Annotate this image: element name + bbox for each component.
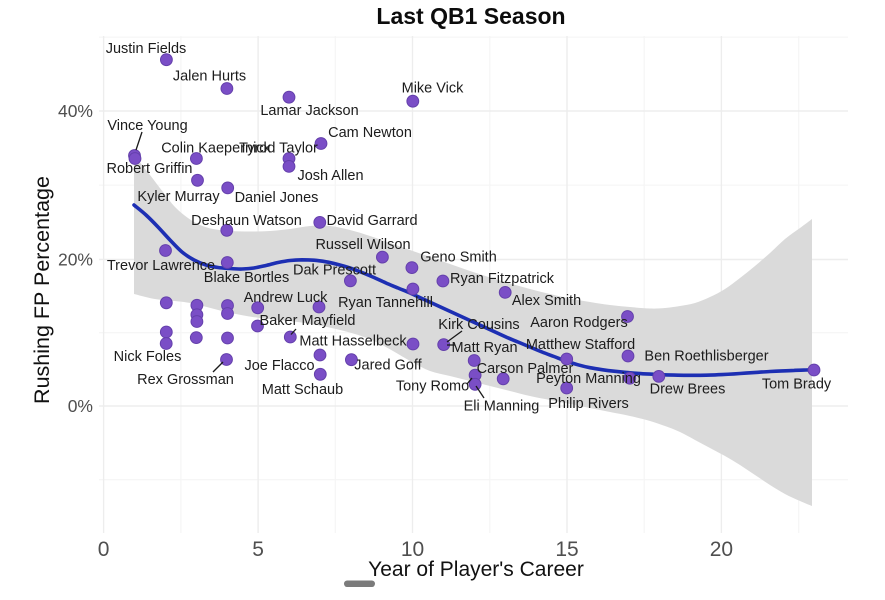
svg-text:Cam Newton: Cam Newton [328,125,412,141]
svg-text:Matt Schaub: Matt Schaub [262,382,343,398]
svg-text:Matt Ryan: Matt Ryan [451,340,517,356]
svg-text:Blake Bortles: Blake Bortles [204,270,289,286]
svg-text:Geno Smith: Geno Smith [420,250,497,266]
svg-text:0%: 0% [68,396,93,416]
svg-text:Vince Young: Vince Young [107,118,187,134]
svg-text:15: 15 [555,538,578,561]
svg-text:20: 20 [710,538,733,561]
svg-text:Peyton Manning: Peyton Manning [536,371,641,387]
svg-text:Ben Roethlisberger: Ben Roethlisberger [644,349,768,365]
svg-text:Rex Grossman: Rex Grossman [137,372,234,388]
svg-text:Philip Rivers: Philip Rivers [548,396,629,412]
svg-text:Deshaun Watson: Deshaun Watson [191,213,302,229]
svg-text:Andrew Luck: Andrew Luck [244,290,329,306]
svg-text:Tyrod Taylor: Tyrod Taylor [239,141,318,157]
svg-text:Carson Palmer: Carson Palmer [477,361,574,377]
svg-text:Daniel Jones: Daniel Jones [235,190,319,206]
svg-text:Year of Player's Career: Year of Player's Career [368,558,584,581]
svg-text:Robert Griffin: Robert Griffin [107,161,193,177]
svg-text:20%: 20% [58,250,93,270]
svg-text:Tom Brady: Tom Brady [762,377,832,393]
svg-text:Kyler Murray: Kyler Murray [137,189,220,205]
svg-text:Last QB1 Season: Last QB1 Season [376,3,565,29]
svg-text:Ryan Fitzpatrick: Ryan Fitzpatrick [450,271,555,287]
svg-text:5: 5 [252,538,264,561]
svg-text:Justin Fields: Justin Fields [106,41,187,57]
svg-text:Jared Goff: Jared Goff [354,358,422,374]
svg-text:Baker Mayfield: Baker Mayfield [260,313,356,329]
svg-text:Mike Vick: Mike Vick [402,81,465,97]
svg-text:Joe Flacco: Joe Flacco [244,358,314,374]
svg-text:Rushing FP Percentage: Rushing FP Percentage [30,176,54,404]
svg-text:Nick Foles: Nick Foles [114,349,182,365]
svg-text:Alex Smith: Alex Smith [512,293,581,309]
svg-text:Trevor Lawrence: Trevor Lawrence [107,258,215,274]
svg-text:Tony Romo: Tony Romo [396,379,469,395]
svg-text:Lamar Jackson: Lamar Jackson [260,103,358,119]
svg-text:Colin Kaepernick: Colin Kaepernick [161,141,271,157]
svg-text:David Garrard: David Garrard [326,213,417,229]
svg-text:Matthew Stafford: Matthew Stafford [526,337,635,353]
svg-text:Drew Brees: Drew Brees [650,382,726,398]
svg-text:Aaron Rodgers: Aaron Rodgers [530,315,628,331]
svg-text:Dak Prescott: Dak Prescott [293,263,376,279]
svg-text:Josh Allen: Josh Allen [297,168,363,184]
svg-text:Jalen Hurts: Jalen Hurts [173,69,246,85]
svg-text:Eli Manning: Eli Manning [464,399,540,415]
svg-text:Ryan Tannehill: Ryan Tannehill [338,295,433,311]
svg-text:40%: 40% [58,101,93,121]
svg-text:Kirk Cousins: Kirk Cousins [438,317,519,333]
svg-text:10: 10 [401,538,424,561]
svg-text:Russell Wilson: Russell Wilson [315,237,410,253]
svg-text:0: 0 [98,538,110,561]
svg-text:Matt Hasselbeck: Matt Hasselbeck [299,334,407,350]
